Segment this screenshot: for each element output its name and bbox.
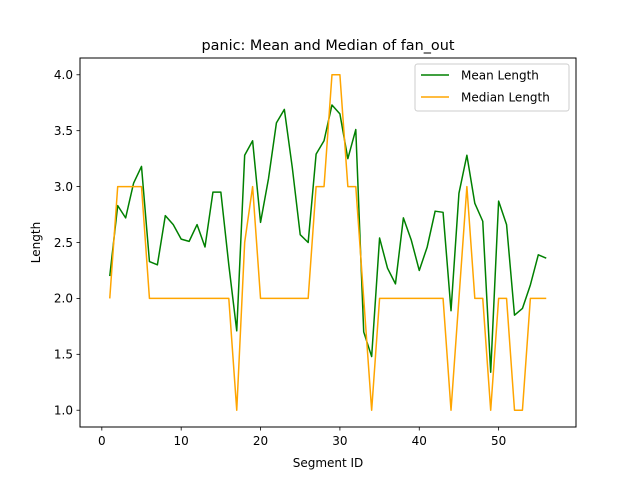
- y-tick-label: 1.5: [54, 348, 73, 362]
- x-axis-ticks: 0 10 20 30 40 50: [98, 427, 506, 448]
- x-axis-label: Segment ID: [293, 456, 364, 470]
- y-axis-label: Length: [29, 222, 43, 263]
- series-line-median-length: [109, 74, 547, 411]
- x-tick-label: 10: [174, 434, 189, 448]
- x-tick-label: 50: [491, 434, 506, 448]
- y-tick-label: 1.0: [54, 404, 73, 418]
- x-tick-label: 30: [332, 434, 347, 448]
- x-tick-label: 40: [412, 434, 427, 448]
- series-layer: [109, 74, 547, 411]
- y-tick-label: 2.0: [54, 292, 73, 306]
- legend: Mean Length Median Length: [414, 63, 570, 112]
- y-tick-label: 3.0: [54, 180, 73, 194]
- chart-title: panic: Mean and Median of fan_out: [202, 38, 455, 54]
- legend-box: [414, 63, 570, 112]
- y-tick-label: 2.5: [54, 236, 73, 250]
- legend-label-median-length: Median Length: [461, 91, 550, 105]
- x-tick-label: 0: [98, 434, 106, 448]
- y-axis-ticks: 1.0 1.5 2.0 2.5 3.0 3.5 4.0: [54, 68, 80, 418]
- x-tick-label: 20: [253, 434, 268, 448]
- y-tick-label: 3.5: [54, 124, 73, 138]
- legend-label-mean-length: Mean Length: [461, 69, 539, 83]
- y-tick-label: 4.0: [54, 68, 73, 82]
